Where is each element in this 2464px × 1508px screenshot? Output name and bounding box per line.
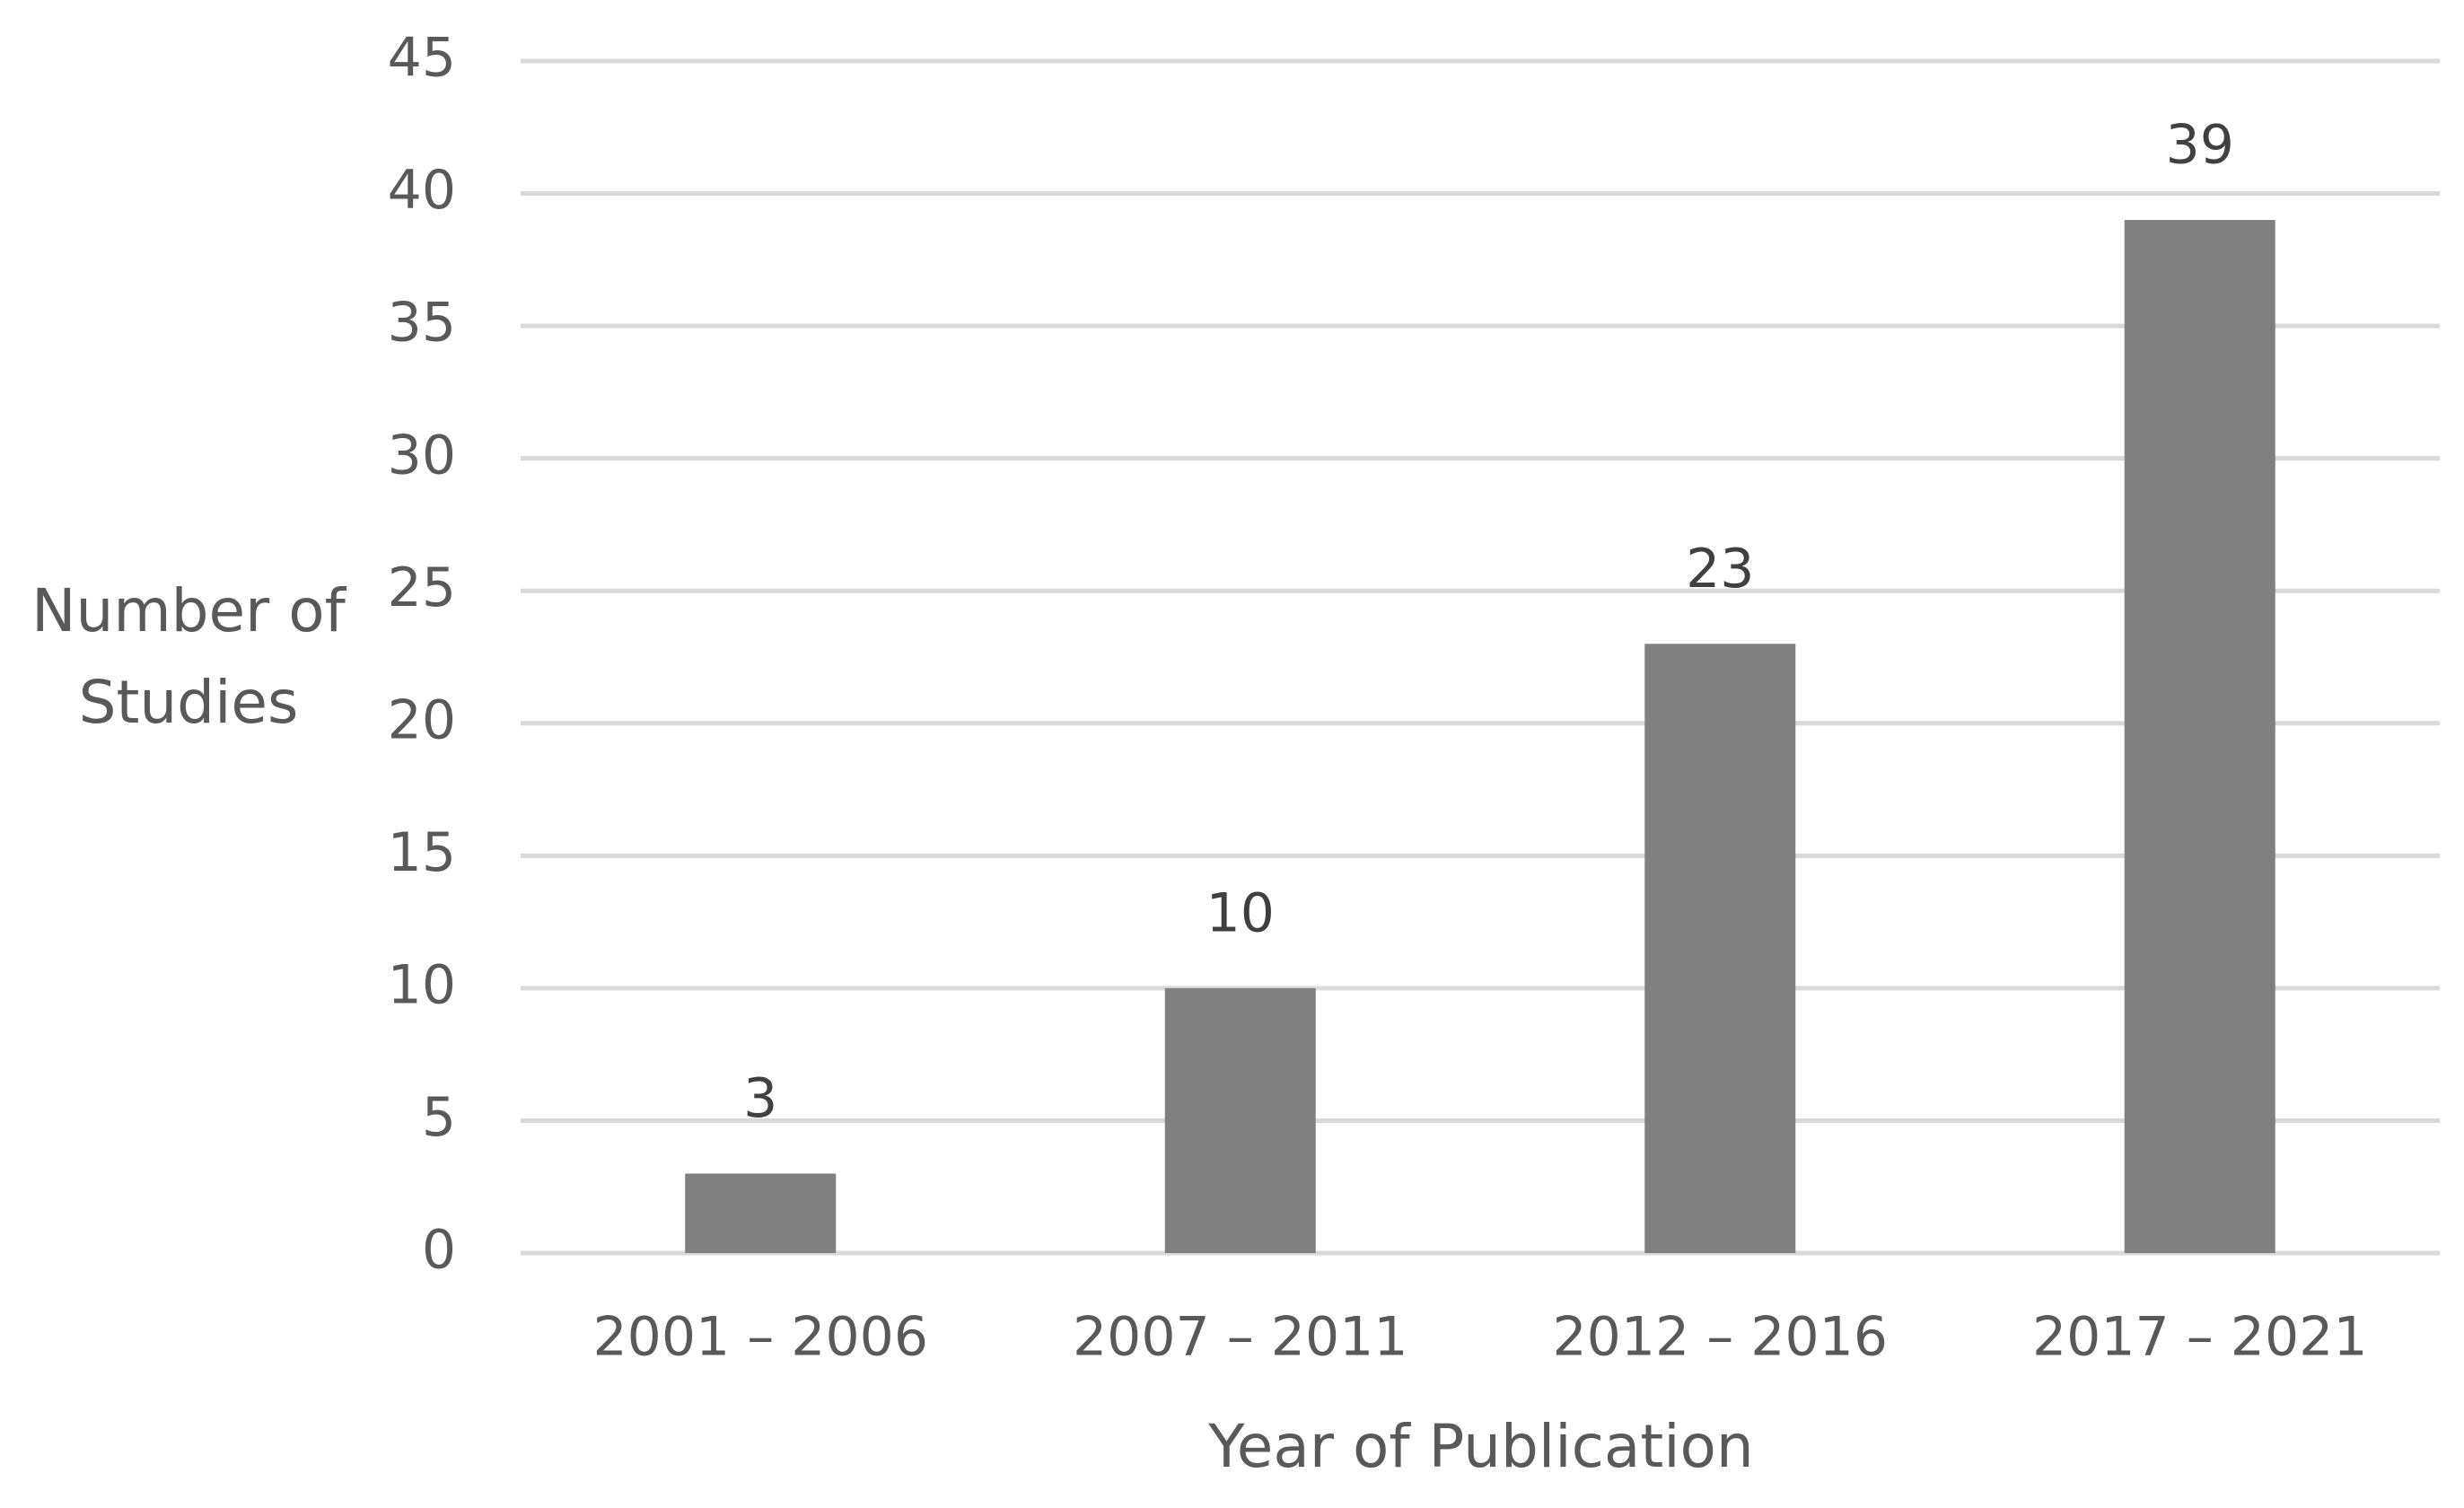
data-label: 39 [2166,114,2234,177]
x-tick-label: 2012 – 2016 [1552,1306,1888,1369]
y-tick-label: 45 [388,27,456,90]
y-tick-label: 20 [388,688,456,751]
y-tick-label: 15 [388,821,456,884]
y-tick-label: 25 [388,557,456,619]
y-axis-title: Number of Studies [31,576,346,737]
x-tick-label: 2007 – 2011 [1073,1306,1408,1369]
y-tick-label: 0 [422,1219,456,1282]
y-tick-label: 5 [422,1086,456,1149]
bar [685,1173,837,1253]
y-tick-label: 40 [388,159,456,222]
y-tick-label: 35 [388,292,456,355]
bar [1164,987,1316,1253]
data-label: 3 [743,1067,777,1130]
y-tick-label: 30 [388,424,456,487]
bar [2124,220,2275,1254]
data-label: 10 [1206,881,1275,944]
x-tick-label: 2001 – 2006 [592,1306,928,1369]
y-tick-label: 10 [388,953,456,1016]
data-label: 23 [1686,538,1754,601]
x-tick-label: 2017 – 2021 [2032,1306,2368,1369]
bar [1644,644,1796,1253]
x-axis-title: Year of Publication [1207,1412,1754,1481]
